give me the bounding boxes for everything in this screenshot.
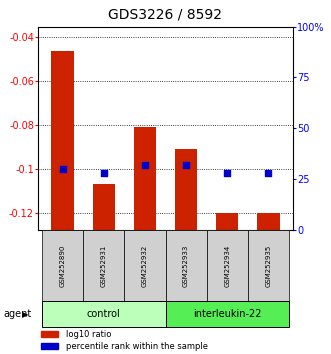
Text: percentile rank within the sample: percentile rank within the sample xyxy=(66,342,208,350)
Text: agent: agent xyxy=(3,309,31,319)
Text: GSM252890: GSM252890 xyxy=(60,244,66,287)
Text: GDS3226 / 8592: GDS3226 / 8592 xyxy=(109,8,222,22)
Bar xyxy=(41,331,59,337)
Text: GSM252933: GSM252933 xyxy=(183,244,189,287)
Bar xyxy=(175,149,197,230)
Text: GSM252931: GSM252931 xyxy=(101,244,107,287)
FancyBboxPatch shape xyxy=(248,230,289,301)
Bar xyxy=(134,127,156,230)
Bar xyxy=(216,213,238,230)
Text: GSM252934: GSM252934 xyxy=(224,244,230,287)
Text: ▶: ▶ xyxy=(22,310,28,319)
Bar xyxy=(51,51,74,230)
Point xyxy=(60,166,66,172)
Bar xyxy=(41,343,59,349)
Text: GSM252932: GSM252932 xyxy=(142,244,148,287)
Text: log10 ratio: log10 ratio xyxy=(66,330,112,338)
Bar xyxy=(257,213,280,230)
FancyBboxPatch shape xyxy=(42,230,83,301)
FancyBboxPatch shape xyxy=(166,230,207,301)
Text: interleukin-22: interleukin-22 xyxy=(193,309,261,319)
Point xyxy=(224,170,230,176)
Point xyxy=(101,170,107,176)
FancyBboxPatch shape xyxy=(124,230,166,301)
Point xyxy=(183,162,189,168)
FancyBboxPatch shape xyxy=(207,230,248,301)
FancyBboxPatch shape xyxy=(166,301,289,327)
FancyBboxPatch shape xyxy=(83,230,124,301)
Point xyxy=(265,170,271,176)
FancyBboxPatch shape xyxy=(42,301,166,327)
Text: GSM252935: GSM252935 xyxy=(265,244,271,287)
Text: control: control xyxy=(87,309,121,319)
Bar xyxy=(93,184,115,230)
Point xyxy=(142,162,148,168)
